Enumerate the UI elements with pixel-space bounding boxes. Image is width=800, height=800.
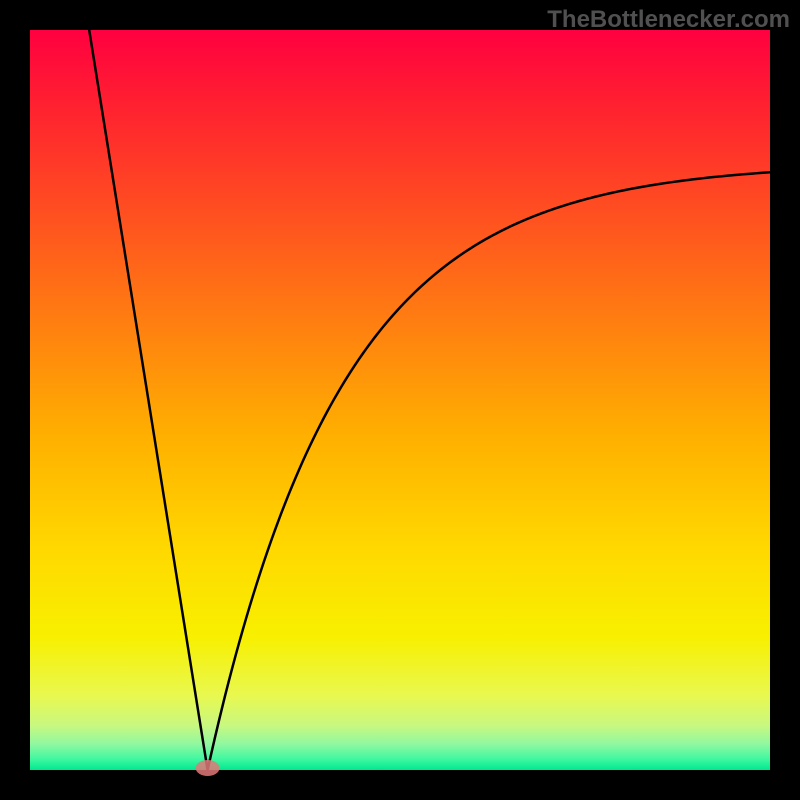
bottleneck-chart [0,0,800,800]
watermark-text: TheBottlenecker.com [547,6,790,34]
valley-marker [196,760,220,776]
plot-area [30,30,770,770]
chart-container: TheBottlenecker.com [0,0,800,800]
